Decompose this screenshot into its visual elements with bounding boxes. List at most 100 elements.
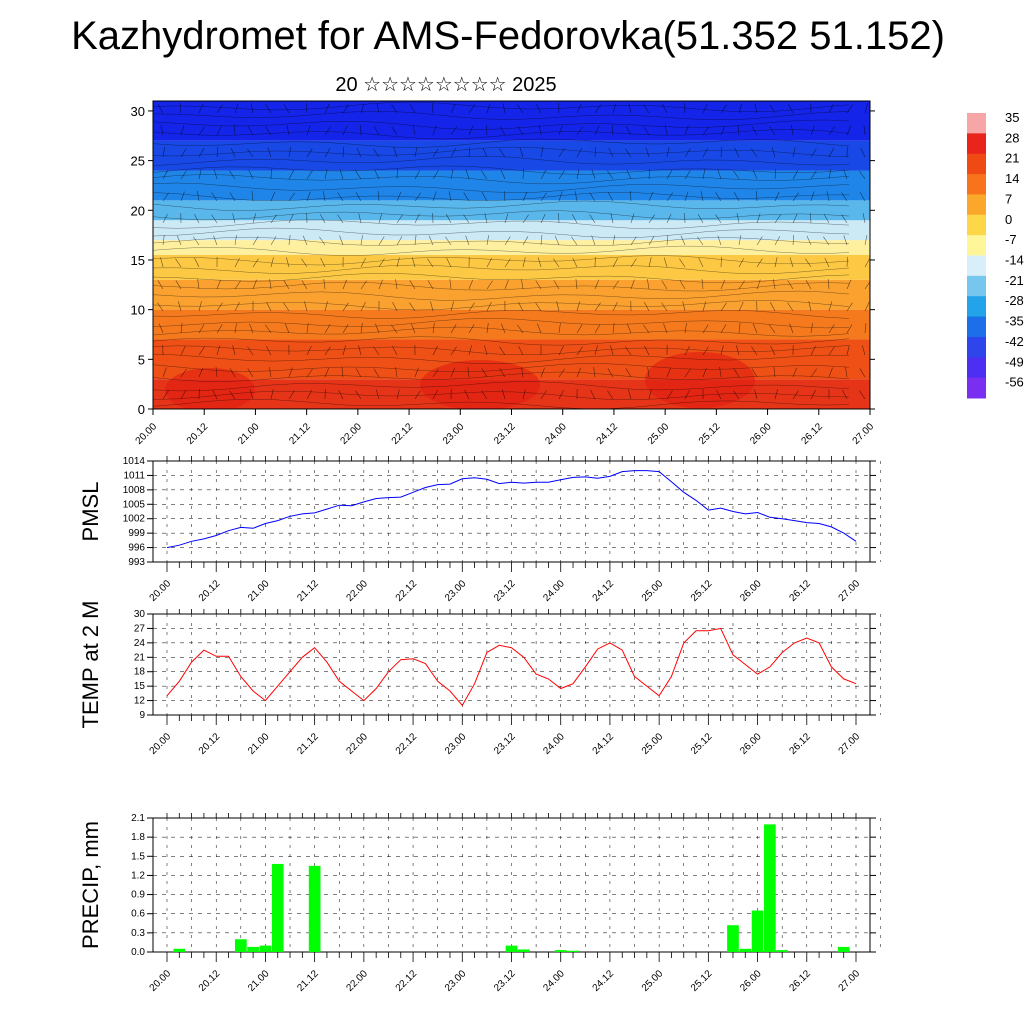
wind-barb xyxy=(792,147,796,158)
wind-barb xyxy=(733,368,740,378)
wind-barb xyxy=(535,104,542,114)
precip-bar xyxy=(776,950,789,952)
wind-barb xyxy=(450,103,456,114)
wind-barb xyxy=(464,389,470,400)
wind-barb xyxy=(288,147,292,158)
wind-barb xyxy=(286,125,290,136)
wind-barb xyxy=(355,170,362,180)
wind-barb xyxy=(355,368,362,378)
wind-barb xyxy=(666,192,673,202)
wind-barb xyxy=(269,367,272,378)
wind-barb xyxy=(593,367,596,378)
wind-barb xyxy=(594,302,601,312)
wind-barb xyxy=(430,301,434,312)
x-tick-label: 20.12 xyxy=(197,968,223,994)
wind-barb xyxy=(864,301,870,312)
wind-barb xyxy=(395,279,398,290)
wind-barb xyxy=(504,258,511,268)
wind-barb xyxy=(288,192,295,202)
wind-barb xyxy=(537,323,542,334)
wind-barb xyxy=(432,148,439,158)
wind-barb xyxy=(301,258,308,268)
wind-barb xyxy=(612,103,617,114)
wind-barb xyxy=(234,301,240,312)
x-tick-label: 25.12 xyxy=(689,731,715,757)
colorbar-swatch xyxy=(967,153,986,175)
wind-barb xyxy=(666,367,671,378)
wind-barb xyxy=(733,170,740,180)
wind-barb xyxy=(828,324,835,334)
wind-barb xyxy=(450,324,457,334)
wind-barb xyxy=(481,368,488,378)
y-tick-label: 24 xyxy=(134,638,146,649)
wind-barb xyxy=(518,301,524,312)
wind-barb xyxy=(720,324,727,334)
wind-barb xyxy=(558,345,564,356)
wind-barb xyxy=(540,235,543,246)
colorbar-swatch xyxy=(967,255,986,277)
streamline xyxy=(153,138,850,148)
wind-barb xyxy=(576,301,581,312)
wind-barb xyxy=(375,323,380,334)
x-tick-label: 27.00 xyxy=(837,731,863,757)
wind-barb xyxy=(337,192,344,202)
wind-barb xyxy=(267,147,272,158)
heatmap-layer xyxy=(153,240,870,255)
y-tick-label: 12 xyxy=(134,696,146,707)
wind-barb xyxy=(648,389,652,400)
wind-barb xyxy=(823,214,830,224)
panel-frame xyxy=(152,613,871,716)
wind-barb xyxy=(180,125,185,136)
wind-barb xyxy=(306,323,309,334)
wind-barb xyxy=(774,214,781,224)
wind-barb xyxy=(306,103,308,114)
wind-barb xyxy=(864,235,868,246)
wind-barb xyxy=(499,346,506,356)
wind-barb xyxy=(594,104,601,114)
streamline xyxy=(153,310,850,319)
wind-barb xyxy=(266,301,272,312)
wind-barb xyxy=(576,126,583,136)
wind-barb xyxy=(843,235,848,246)
wind-barb xyxy=(234,257,240,268)
wind-barb xyxy=(160,125,164,136)
colorbar-label: -14 xyxy=(1005,253,1024,268)
colorbar-label: 14 xyxy=(1005,171,1019,186)
precip-bar xyxy=(837,946,850,952)
wind-barb xyxy=(396,257,400,268)
wind-barb xyxy=(252,213,257,224)
wind-barb xyxy=(391,104,398,114)
wind-barb xyxy=(522,236,529,246)
wind-barb xyxy=(270,389,274,400)
colorbar-swatch xyxy=(967,336,986,358)
colorbar-label: 28 xyxy=(1005,130,1019,145)
wind-barb xyxy=(288,170,295,180)
precip-bar xyxy=(259,945,272,952)
wind-barb xyxy=(643,104,650,114)
wind-barb xyxy=(484,213,488,224)
wind-barb xyxy=(751,368,758,378)
wind-barb xyxy=(465,235,470,246)
streamline xyxy=(153,129,850,140)
precip-bar xyxy=(739,948,752,952)
colorbar-swatch xyxy=(967,113,986,134)
x-tick-label: 20.00 xyxy=(148,578,174,604)
wind-barb xyxy=(301,280,308,290)
wind-barb xyxy=(572,257,578,268)
wind-barb xyxy=(432,390,438,400)
x-tick-label: 26.00 xyxy=(748,421,774,447)
wind-barb xyxy=(540,192,547,202)
colorbar-swatch xyxy=(967,316,986,338)
x-tick-label: 21.12 xyxy=(295,968,321,994)
wind-barb xyxy=(324,346,331,356)
wind-barb xyxy=(391,324,398,334)
wind-barb xyxy=(180,368,187,378)
wind-barb xyxy=(234,280,241,290)
wind-barb xyxy=(805,258,812,268)
wind-barb xyxy=(734,147,740,158)
colorbar-label: 35 xyxy=(1005,110,1019,125)
wind-barb xyxy=(157,280,164,290)
x-tick-label: 21.00 xyxy=(246,578,272,604)
wind-barb xyxy=(360,125,362,136)
wind-barb xyxy=(859,390,866,400)
